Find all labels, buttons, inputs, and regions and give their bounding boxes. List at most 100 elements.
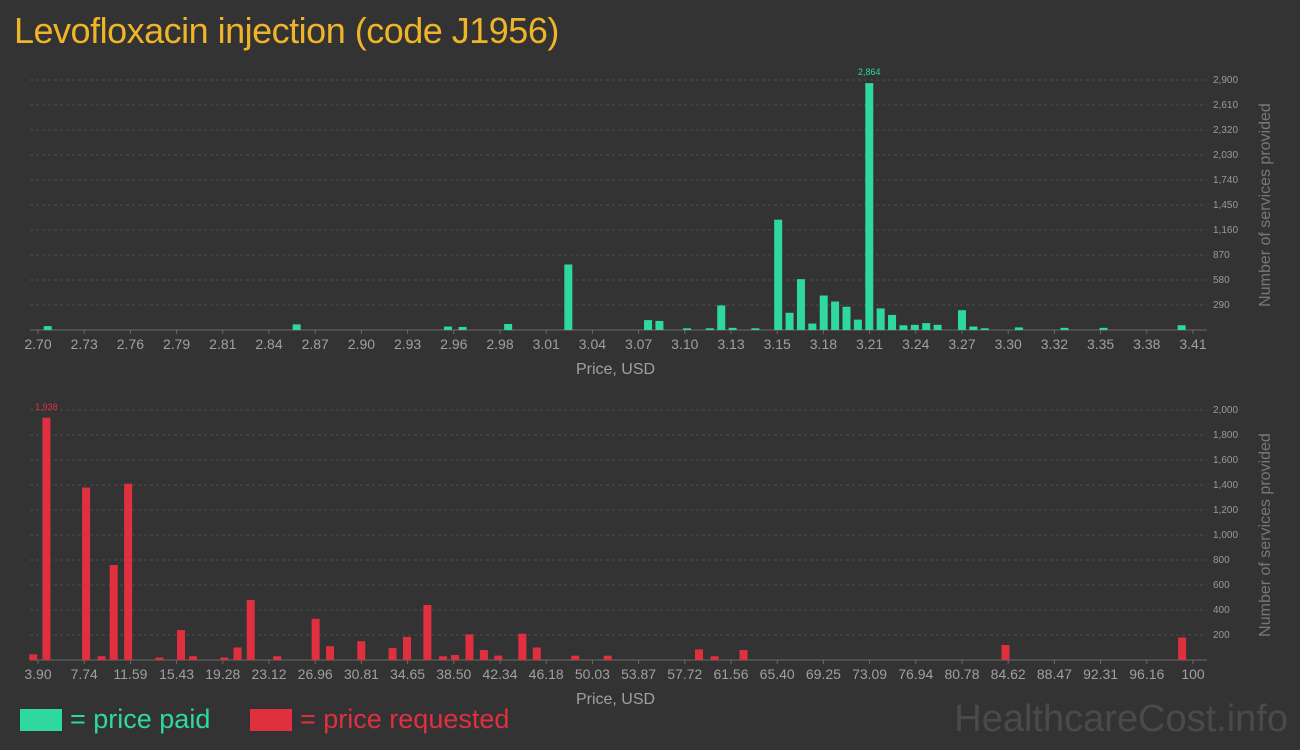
requested-bar (1178, 637, 1187, 660)
paid-x-tick-label: 2.98 (486, 336, 513, 352)
paid-bar (853, 319, 862, 330)
paid-bar (796, 279, 805, 330)
requested-bar (29, 654, 38, 660)
requested-y-tick-label: 1,000 (1213, 530, 1238, 541)
paid-y-tick-label: 2,320 (1213, 125, 1238, 136)
paid-bar (842, 306, 851, 330)
legend-paid-label: = price paid (70, 704, 211, 734)
paid-x-tick-label: 2.79 (163, 336, 190, 352)
paid-y-tick-label: 580 (1213, 275, 1230, 286)
paid-x-tick-label: 3.07 (625, 336, 652, 352)
requested-x-tick-label: 73.09 (852, 666, 887, 682)
requested-bar (1001, 645, 1010, 660)
paid-bar (717, 305, 726, 330)
requested-x-tick-label: 23.12 (251, 666, 286, 682)
paid-x-tick-label: 3.13 (717, 336, 744, 352)
requested-x-tick-label: 15.43 (159, 666, 194, 682)
legend-requested-label: = price requested (300, 704, 510, 734)
requested-y-tick-label: 2,000 (1213, 405, 1238, 416)
requested-bar (155, 657, 164, 660)
paid-x-tick-label: 3.24 (902, 336, 929, 352)
paid-bar (819, 295, 828, 330)
requested-x-tick-label: 46.18 (529, 666, 564, 682)
paid-bar (876, 308, 885, 330)
paid-bar (831, 301, 840, 330)
requested-x-tick-label: 30.81 (344, 666, 379, 682)
requested-x-tick-label: 26.96 (298, 666, 333, 682)
paid-bar (1099, 327, 1108, 330)
paid-bar (865, 83, 874, 330)
requested-bar (739, 650, 748, 660)
paid-bar (774, 219, 783, 330)
paid-bar (683, 328, 692, 330)
requested-x-tick-label: 3.90 (24, 666, 51, 682)
paid-x-tick-label: 2.87 (302, 336, 329, 352)
requested-x-tick-label: 92.31 (1083, 666, 1118, 682)
requested-x-tick-label: 69.25 (806, 666, 841, 682)
requested-bar (273, 656, 282, 660)
requested-y-tick-label: 200 (1213, 630, 1230, 641)
paid-bar (443, 326, 452, 330)
requested-bar (423, 605, 432, 660)
paid-x-tick-label: 3.04 (579, 336, 606, 352)
paid-bar (504, 323, 513, 330)
requested-y-tick-label: 400 (1213, 605, 1230, 616)
paid-x-tick-label: 2.90 (348, 336, 375, 352)
requested-y-tick-label: 1,400 (1213, 480, 1238, 491)
paid-x-tick-label: 3.10 (671, 336, 698, 352)
paid-x-axis-title: Price, USD (576, 361, 655, 378)
paid-bar (43, 326, 52, 330)
paid-bar (705, 328, 714, 330)
paid-bar (969, 326, 978, 330)
requested-bar (451, 655, 460, 660)
paid-peak-label: 2,864 (858, 67, 881, 77)
requested-x-tick-label: 38.50 (436, 666, 471, 682)
paid-x-tick-label: 3.18 (810, 336, 837, 352)
paid-bar (458, 326, 467, 330)
requested-bar (518, 633, 527, 660)
paid-x-tick-label: 2.96 (440, 336, 467, 352)
requested-bar (532, 647, 541, 660)
paid-x-tick-label: 2.70 (24, 336, 51, 352)
requested-x-tick-label: 7.74 (71, 666, 98, 682)
requested-bar (695, 649, 704, 660)
requested-bar (42, 417, 51, 660)
paid-y-tick-label: 2,900 (1213, 75, 1238, 86)
paid-bar (958, 310, 966, 330)
requested-bar (479, 650, 488, 660)
legend-requested: = price requested (250, 704, 509, 735)
paid-bar (564, 264, 573, 330)
paid-bar (785, 312, 794, 330)
paid-bar (910, 324, 919, 330)
requested-x-tick-label: 53.87 (621, 666, 656, 682)
requested-bar (710, 656, 719, 660)
requested-bar (246, 600, 255, 660)
requested-bar (189, 656, 198, 660)
requested-y-tick-label: 1,200 (1213, 505, 1238, 516)
requested-bar (603, 655, 612, 660)
paid-bar (728, 327, 737, 330)
requested-x-tick-label: 84.62 (991, 666, 1026, 682)
requested-y-tick-label: 800 (1213, 555, 1230, 566)
paid-x-tick-label: 3.15 (764, 336, 791, 352)
paid-y-tick-label: 1,160 (1213, 225, 1238, 236)
paid-price-chart: 290 580 870 1,160 1,450 1,740 2,030 2,320 2,610 2… (24, 67, 1274, 378)
paid-x-tick-label: 2.84 (255, 336, 282, 352)
requested-bar (494, 655, 503, 660)
requested-bar (177, 630, 186, 660)
requested-bar (465, 634, 474, 660)
paid-bar (980, 328, 989, 330)
legend-paid: = price paid (20, 704, 210, 735)
watermark: HealthcareCost.info (954, 698, 1288, 740)
requested-x-axis-title: Price, USD (576, 691, 655, 708)
requested-bar (357, 641, 366, 660)
requested-x-tick-label: 11.59 (113, 666, 147, 682)
requested-x-tick-label: 61.56 (713, 666, 748, 682)
paid-x-tick-label: 3.21 (856, 336, 883, 352)
requested-x-tick-label: 42.34 (482, 666, 517, 682)
requested-x-tick-label: 88.47 (1037, 666, 1072, 682)
requested-bar (109, 565, 118, 660)
requested-x-tick-label: 57.72 (667, 666, 702, 682)
requested-x-tick-label: 80.78 (944, 666, 979, 682)
